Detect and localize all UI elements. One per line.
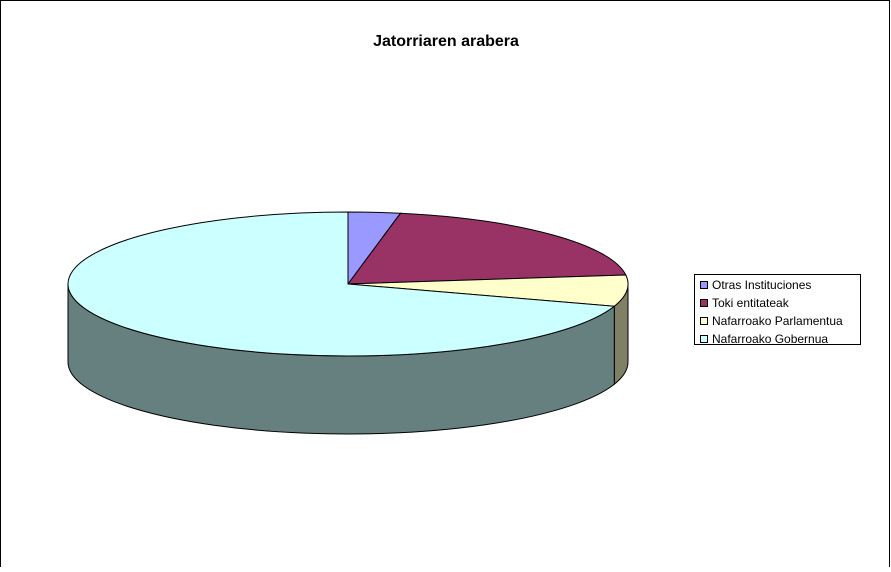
legend-swatch [700, 299, 708, 307]
slice-top [67, 211, 616, 357]
legend-swatch [700, 317, 708, 325]
chart-title: Jatorriaren arabera [373, 33, 519, 50]
legend-label: Otras Instituciones [712, 278, 811, 292]
legend-label: Nafarroako Gobernua [712, 332, 828, 346]
legend-label: Toki entitateak [712, 296, 790, 310]
slice-top [347, 274, 629, 307]
legend-box [694, 274, 861, 345]
legend-label: Nafarroako Parlamentua [712, 314, 843, 328]
legend-swatch [700, 335, 708, 343]
legend-swatch [700, 281, 708, 289]
slice-top [346, 212, 627, 285]
